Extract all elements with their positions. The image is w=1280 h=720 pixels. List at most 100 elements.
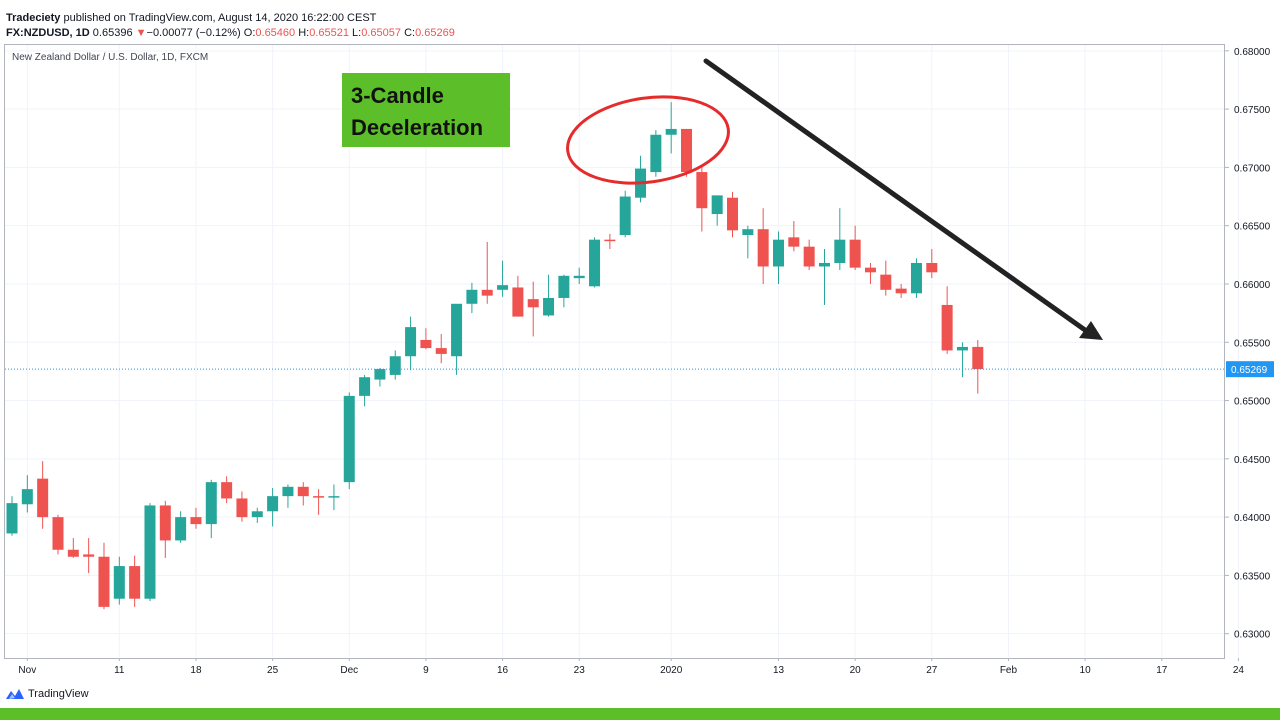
callout-line-1: 3-Candle: [351, 83, 444, 108]
open-label: O:: [243, 27, 256, 39]
candle: [6, 496, 18, 536]
x-tick-label: Nov: [18, 665, 36, 676]
candle: [665, 102, 677, 154]
x-tick-label: 25: [267, 665, 279, 676]
y-tick-label: 0.66500: [1234, 222, 1271, 233]
candle: [589, 237, 601, 288]
candle: [481, 242, 493, 304]
candle-body: [650, 134, 662, 173]
candle: [910, 258, 922, 298]
candle: [849, 225, 861, 270]
x-tick-label: 27: [926, 665, 938, 676]
candle-body: [818, 262, 830, 267]
candle: [880, 260, 892, 296]
candle: [558, 274, 570, 308]
ohlc-legend: FX:NZDUSD, 1D 0.65396 ▼−0.00077 (−0.12%)…: [6, 27, 455, 39]
x-tick-label: 2020: [660, 665, 683, 676]
low-value: 0.65057: [361, 27, 401, 39]
candle-body: [604, 239, 616, 242]
time-axis: Nov 11 18 25 Dec 9 16 23 2020 13 20 27 Feb 10 17 24: [18, 658, 1244, 676]
x-tick-label: Feb: [1000, 665, 1018, 676]
candle: [497, 260, 509, 297]
high-value: 0.65521: [309, 27, 349, 39]
x-tick-label: 11: [114, 665, 125, 676]
candle: [941, 286, 953, 354]
y-tick-label: 0.65500: [1234, 338, 1271, 349]
candle-body: [742, 229, 754, 236]
low-label: L:: [352, 27, 362, 39]
candle: [221, 476, 233, 504]
candle-body: [451, 303, 463, 357]
candle: [956, 342, 968, 378]
candle-body: [405, 327, 417, 357]
candle-body: [67, 549, 79, 557]
candle-body: [282, 486, 294, 497]
candle-body: [359, 377, 371, 396]
candle: [864, 262, 876, 284]
tradingview-logo-icon: [6, 688, 24, 700]
top-circle-marker: [566, 95, 730, 185]
candle: [681, 128, 693, 177]
candle-body: [619, 196, 631, 236]
candle-body: [573, 275, 585, 279]
candle-body: [956, 346, 968, 351]
last-price: 0.65396: [92, 27, 133, 39]
down-arrow-icon: ▼: [135, 27, 147, 39]
x-tick-label: 20: [850, 665, 862, 676]
candle: [67, 538, 79, 558]
candle-body: [972, 346, 984, 370]
candle-body: [880, 274, 892, 290]
x-tick-label: 10: [1080, 665, 1092, 676]
candle: [129, 555, 141, 607]
candle-body: [297, 486, 309, 497]
publish-info: Tradeciety published on TradingView.com,…: [6, 12, 376, 24]
candle-body: [788, 237, 800, 247]
candle: [435, 334, 447, 364]
bottom-accent-bar: [0, 708, 1280, 720]
candle: [21, 475, 33, 513]
candle-body: [313, 496, 325, 498]
candle: [343, 392, 355, 490]
candle-body: [175, 517, 187, 541]
candle: [282, 484, 294, 508]
candle: [37, 461, 49, 529]
y-tick-label: 0.68000: [1234, 47, 1271, 58]
close-value: 0.65269: [415, 27, 455, 39]
candle: [619, 190, 631, 238]
candle: [251, 507, 263, 523]
candle-body: [895, 288, 907, 294]
candle-body: [910, 262, 922, 294]
x-tick-label: 18: [190, 665, 202, 676]
symbol-title: New Zealand Dollar / U.S. Dollar, 1D, FX…: [12, 52, 209, 63]
tradingview-brand[interactable]: TradingView: [6, 688, 89, 700]
candle-body: [113, 566, 125, 599]
y-tick-label: 0.64500: [1234, 455, 1271, 466]
arrow-head-icon: [1079, 321, 1103, 340]
candle: [604, 233, 616, 249]
x-tick-label: 17: [1156, 665, 1168, 676]
price-change: −0.00077 (−0.12%): [146, 27, 241, 39]
candle-body: [757, 229, 769, 267]
candle-body: [52, 517, 64, 550]
candle: [573, 267, 585, 284]
candle: [635, 155, 647, 203]
publisher-name: Tradeciety: [6, 12, 61, 24]
candle: [696, 165, 708, 232]
candle-body: [926, 262, 938, 273]
y-tick-label: 0.65000: [1234, 397, 1271, 408]
candle-body: [389, 356, 401, 375]
candle-body: [435, 348, 447, 354]
y-tick-label: 0.67000: [1234, 163, 1271, 174]
candle: [773, 231, 784, 284]
open-value: 0.65460: [255, 27, 296, 39]
candle-body: [589, 239, 601, 287]
candle: [113, 556, 125, 605]
candles-layer: [6, 102, 984, 610]
candle: [374, 367, 386, 387]
candle-body: [941, 304, 953, 351]
candle: [757, 208, 769, 284]
candle-body: [543, 297, 555, 316]
candle-body: [711, 195, 723, 215]
candle: [788, 221, 800, 252]
